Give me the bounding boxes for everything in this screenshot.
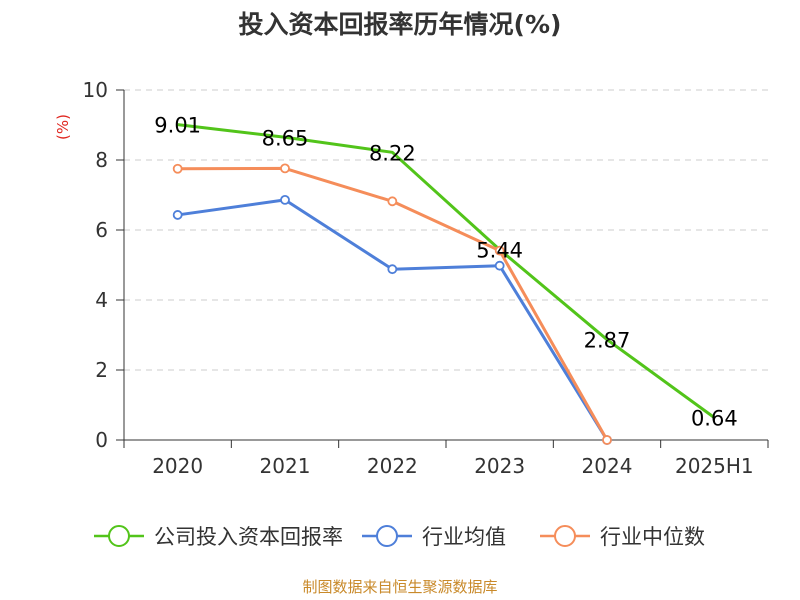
series-point <box>602 435 612 445</box>
legend-swatch-marker <box>376 525 398 547</box>
x-tick-label: 2022 <box>367 454 418 478</box>
series-point <box>280 194 290 205</box>
axis-layer: 0 2 4 6 8 10 2020 2021 2022 2023 2024 2025H1 <box>83 78 769 478</box>
series-line <box>177 123 716 419</box>
y-tick-label: 2 <box>95 358 108 382</box>
y-tick-label: 6 <box>95 218 108 242</box>
grid-layer <box>124 89 768 371</box>
data-label-layer: 9.01 8.65 8.22 5.44 2.87 0.64 <box>154 114 737 431</box>
data-label: 0.64 <box>691 407 738 431</box>
y-axis-unit: (%) <box>54 114 72 140</box>
x-tick-label: 2020 <box>152 454 203 478</box>
series-line <box>177 198 609 441</box>
legend-label: 公司投入资本回报率 <box>154 525 343 549</box>
x-tick-label: 2025H1 <box>675 454 754 478</box>
y-tick-label: 10 <box>83 78 108 102</box>
legend-label: 行业中位数 <box>600 525 705 549</box>
data-label: 5.44 <box>476 239 523 263</box>
x-tick-label: 2023 <box>474 454 525 478</box>
data-label: 2.87 <box>584 329 631 353</box>
data-label: 8.65 <box>262 126 309 150</box>
series-point <box>280 163 290 174</box>
y-tick-label: 8 <box>95 148 108 172</box>
y-tick-label: 0 <box>95 428 108 452</box>
series-line <box>177 166 609 441</box>
y-tick-label: 4 <box>95 288 108 312</box>
legend-swatch-marker <box>554 525 576 547</box>
source-note: 制图数据来自恒生聚源数据库 <box>302 578 497 596</box>
chart-title: 投入资本回报率历年情况(%) <box>239 10 562 39</box>
x-tick-label: 2021 <box>260 454 311 478</box>
series-point <box>387 264 398 275</box>
series-point <box>494 260 505 271</box>
legend: 公司投入资本回报率 行业均值 行业中位数 <box>94 525 705 549</box>
data-label: 8.22 <box>369 141 416 165</box>
series-point <box>172 210 183 220</box>
series-layer <box>172 123 716 445</box>
legend-label: 行业均值 <box>422 525 506 549</box>
legend-swatch-marker <box>108 525 130 547</box>
series-point <box>172 163 183 174</box>
series-point <box>494 245 505 256</box>
series-point <box>387 196 398 207</box>
data-label: 9.01 <box>154 114 201 138</box>
x-tick-label: 2024 <box>582 454 633 478</box>
